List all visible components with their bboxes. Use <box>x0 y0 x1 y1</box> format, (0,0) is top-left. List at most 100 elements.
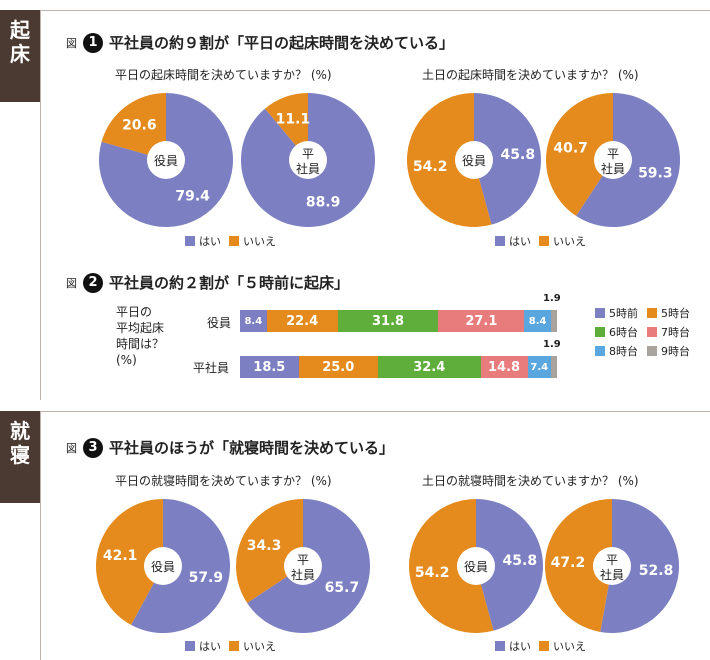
pie-center <box>593 547 631 585</box>
legend-fig1-weekday: はい いいえ <box>185 233 276 249</box>
fig1-question-weekday: 平日の起床時間を決めていますか？ (%) <box>115 68 332 82</box>
pie-center <box>284 547 322 585</box>
pie-center-label-line2: 社員 <box>600 567 624 582</box>
pie-slice-iie <box>101 93 166 160</box>
bar-legend-swatch <box>595 308 605 318</box>
pie-slice-iie <box>545 499 612 632</box>
bar-segment-h9 <box>550 356 557 378</box>
fig3-num: 3 <box>83 437 103 458</box>
fig3-title: 図 3 平社員のほうが「就寝時間を決めている」 <box>66 437 394 458</box>
bar-extra-label-yakuin: 1.9 <box>543 293 561 304</box>
pie-center-label-line2: 社員 <box>601 161 625 176</box>
legend-swatch-iie <box>229 236 239 246</box>
pie-center <box>457 547 495 585</box>
bar-segment-h8: 8.4 <box>524 310 551 332</box>
legend-swatch-hai <box>185 641 195 651</box>
bar-segment-before5: 18.5 <box>240 356 299 378</box>
pie-value-label: 88.9 <box>306 195 341 211</box>
bar-legend-label: 8時台 <box>609 345 638 358</box>
pie-value-label: 34.3 <box>247 538 282 554</box>
pie-value-label: 20.6 <box>122 118 157 134</box>
bar-legend-item-h5: 5時台 <box>647 305 701 321</box>
fig2-num: 2 <box>83 272 103 293</box>
pie-5: 57.9 42.1 役員 <box>96 499 231 633</box>
bar-legend-item-h6: 6時台 <box>595 324 647 340</box>
legend-label-hai: はい <box>509 235 531 248</box>
fig3-question-weekend: 土日の就寝時間を決めていますか？ (%) <box>422 474 639 488</box>
pie-value-label: 52.8 <box>639 563 674 579</box>
legend-label-hai: はい <box>199 235 221 248</box>
legend-fig3-weekday: はい いいえ <box>185 638 276 654</box>
bar-segment-h5: 22.4 <box>266 310 338 332</box>
fig1-title: 図 1 平社員の約９割が「平日の起床時間を決めている」 <box>66 32 454 53</box>
bar-segment-h7: 14.8 <box>480 356 528 378</box>
legend-label-iie: いいえ <box>553 640 586 653</box>
bar-legend-label: 6時台 <box>609 326 638 339</box>
legend-swatch-hai <box>495 236 505 246</box>
pie-center-label-line1: 平 <box>297 553 309 567</box>
pie-value-label: 11.1 <box>276 111 311 127</box>
pie-center <box>147 141 185 179</box>
pie-slice-iie <box>236 499 303 603</box>
fig3-zu: 図 <box>66 441 77 455</box>
legend-swatch-hai <box>185 236 195 246</box>
legend-fig1-weekend: はい いいえ <box>495 233 586 249</box>
bar-legend-swatch <box>647 346 657 356</box>
bar-row-yakuin: 8.4 22.4 31.8 27.1 8.4 <box>240 310 557 332</box>
pie-slice-iie <box>406 93 492 227</box>
bar-segment-before5: 8.4 <box>240 310 267 332</box>
pie-slice-hai <box>474 93 541 225</box>
fig3-title-text: 平社員のほうが「就寝時間を決めている」 <box>109 439 395 457</box>
bar-legend-label: 5時前 <box>609 307 638 320</box>
bar-legend-swatch <box>647 308 657 318</box>
pie-2: 45.8 54.2 役員 <box>406 93 541 227</box>
bar-legend-swatch <box>647 327 657 337</box>
pie-slice-iie <box>96 499 163 625</box>
bar-side-line-3: 時間は？ <box>116 337 165 351</box>
pie-center-label: 役員 <box>151 559 175 574</box>
pie-value-label: 45.8 <box>503 553 538 569</box>
bar-segment-h9 <box>550 310 557 332</box>
pie-value-label: 47.2 <box>551 555 586 571</box>
pie-center-label: 役員 <box>464 559 488 574</box>
bar-legend-item-before5: 5時前 <box>595 305 647 321</box>
bar-legend-label: 7時台 <box>661 326 690 339</box>
pie-slice-iie <box>545 93 613 216</box>
pie-center <box>144 547 182 585</box>
pie-center-label-line1: 平 <box>302 147 314 161</box>
pie-center <box>455 141 493 179</box>
bar-legend-item-h7: 7時台 <box>647 324 701 340</box>
pie-0: 79.4 20.6 役員 <box>98 93 233 228</box>
pie-center <box>594 141 632 179</box>
pie-value-label: 59.3 <box>638 166 673 182</box>
bar-segment-h8: 7.4 <box>527 356 551 378</box>
pie-slice-hai <box>600 499 679 633</box>
bar-row-hira: 18.5 25.0 32.4 14.8 7.4 <box>240 356 557 378</box>
pie-value-label: 57.9 <box>189 570 224 586</box>
legend-label-iie: いいえ <box>243 640 276 653</box>
legend-label-iie: いいえ <box>243 235 276 248</box>
pie-1: 88.9 11.1 平社員 <box>241 93 375 227</box>
bar-legend-item-h8: 8時台 <box>595 343 647 359</box>
legend-label-iie: いいえ <box>553 235 586 248</box>
pie-slice-hai <box>476 499 543 631</box>
fig2-title-text: 平社員の約２割が「５時前に起床」 <box>109 274 350 292</box>
pie-8: 52.8 47.2 平社員 <box>545 499 679 633</box>
bar-segment-h7: 27.1 <box>438 310 525 332</box>
fig3-question-weekday: 平日の就寝時間を決めていますか？ (%) <box>115 474 332 488</box>
legend-swatch-iie <box>539 641 549 651</box>
pie-slice-iie <box>264 93 308 160</box>
section-tag-wake-text: 起床 <box>10 18 30 66</box>
legend-swatch-iie <box>229 641 239 651</box>
bar-segment-h6: 31.8 <box>337 310 439 332</box>
pie-3: 59.3 40.7 平社員 <box>545 93 680 227</box>
pie-7: 45.8 54.2 役員 <box>408 499 543 633</box>
pie-value-label: 54.2 <box>413 159 448 175</box>
section-tag-wake: 起床 <box>0 10 40 102</box>
fig1-num: 1 <box>83 32 103 53</box>
bar-segment-h5: 25.0 <box>298 356 378 378</box>
section-tag-sleep: 就寝 <box>0 411 40 503</box>
bar-category-hira: 平社員 <box>193 361 230 375</box>
legend-fig3-weekend: はい いいえ <box>495 638 586 654</box>
pie-slice-iie <box>408 499 494 633</box>
